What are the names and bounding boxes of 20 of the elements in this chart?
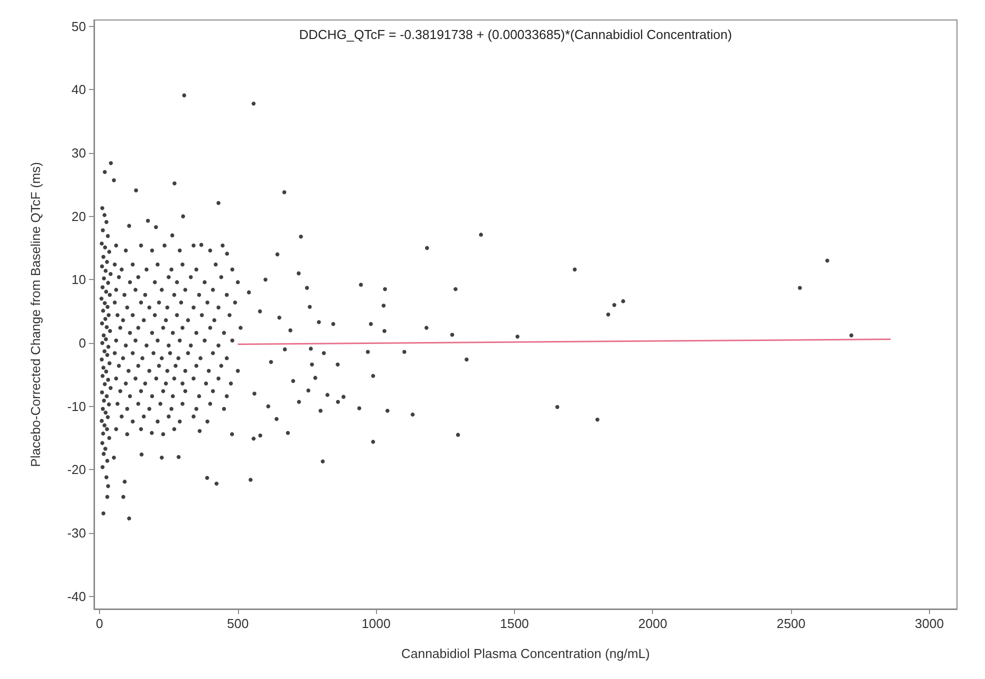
- y-tick-label: -40: [67, 588, 86, 604]
- y-tick-label: 20: [72, 208, 86, 224]
- y-tick-label: -20: [67, 462, 86, 478]
- y-tick-label: 30: [72, 146, 86, 160]
- annotation: DDCHG_QTcF = -0.38191738 + (0.00033685)*(Cannabidiol Concentration): [299, 27, 732, 42]
- x-axis-title: Cannabidiol Plasma Concentration (ng/mL): [401, 646, 650, 661]
- y-axis-title: Placebo-Corrected Change from Baseline QTcF (ms): [28, 162, 43, 467]
- x-tick-label: 0: [96, 616, 104, 631]
- y-tick-label: -10: [67, 398, 86, 414]
- x-tick-label: 1500: [500, 616, 529, 631]
- y-tick-label: 40: [72, 82, 86, 98]
- x-tick-label: 1000: [362, 616, 391, 631]
- y-tick-label: 0: [78, 336, 86, 350]
- y-tick-label: 50: [72, 18, 86, 34]
- y-tick-label: 10: [72, 272, 86, 288]
- y-tick-label: -30: [67, 526, 86, 540]
- x-tick-label: 2000: [638, 616, 668, 631]
- x-tick-label: 2500: [776, 616, 806, 631]
- x-tick-label: 3000: [914, 616, 944, 631]
- x-tick-label: 500: [226, 616, 249, 631]
